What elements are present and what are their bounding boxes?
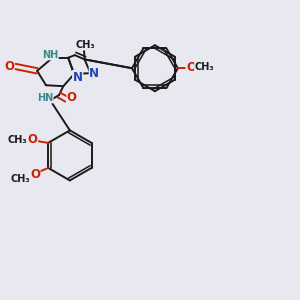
Text: CH₃: CH₃ — [11, 173, 30, 184]
Text: NH: NH — [42, 50, 58, 60]
Text: CH₃: CH₃ — [8, 135, 27, 145]
Text: O: O — [30, 168, 40, 181]
Text: O: O — [28, 133, 38, 146]
Text: CH₃: CH₃ — [195, 62, 214, 72]
Text: O: O — [67, 91, 77, 104]
Text: O: O — [4, 60, 14, 73]
Text: O: O — [186, 61, 196, 74]
Text: N: N — [89, 67, 99, 80]
Text: N: N — [73, 70, 82, 83]
Text: CH₃: CH₃ — [76, 40, 95, 50]
Text: HN: HN — [37, 93, 53, 103]
